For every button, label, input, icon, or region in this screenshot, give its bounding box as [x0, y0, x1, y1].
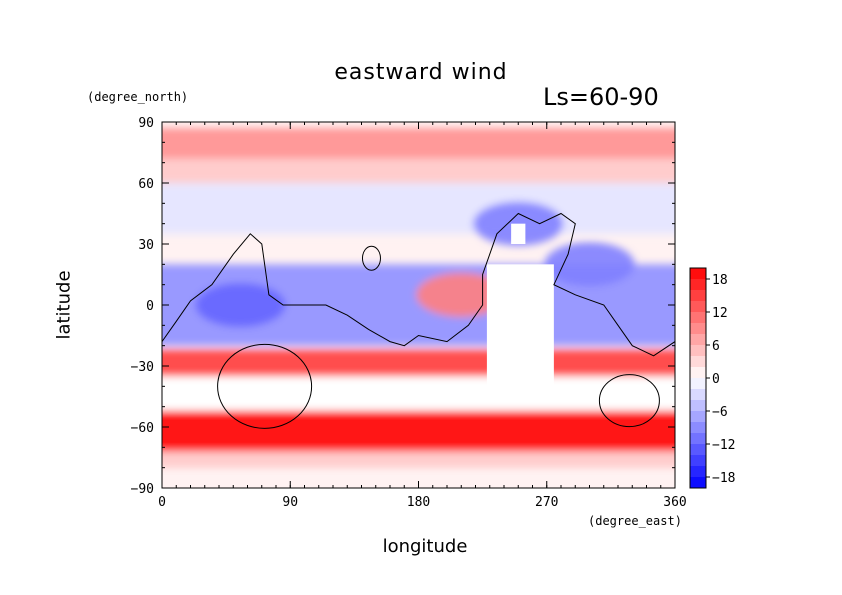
x-tick-label: 180	[407, 495, 430, 510]
colorbar-cell	[690, 411, 706, 423]
missing-region-0	[486, 264, 554, 387]
lat-band-6	[162, 410, 675, 452]
season-label: Ls=60-90	[543, 83, 659, 111]
wind-feature-1	[544, 242, 635, 287]
y-tick-label: −30	[131, 360, 154, 375]
colorbar-tick-label: 12	[712, 306, 728, 321]
colorbar-tick-label: −18	[712, 471, 735, 486]
y-tick-label: 90	[138, 116, 154, 131]
wind-feature-0	[195, 283, 286, 327]
lat-band-7	[162, 451, 675, 468]
colorbar-cell	[690, 279, 706, 291]
y-unit-label: (degree_north)	[87, 90, 189, 104]
colorbar-cell	[690, 389, 706, 401]
x-axis-label: longitude	[382, 536, 468, 557]
x-tick-label: 90	[282, 495, 298, 510]
colorbar-cell	[690, 334, 706, 346]
colorbar-cell	[690, 323, 706, 335]
y-tick-label: −60	[131, 421, 154, 436]
axes: 0 90 180 270 360 90 60 30 0 −30 −60 −90	[131, 116, 687, 510]
wind-field	[162, 122, 675, 488]
lat-band-5	[162, 376, 675, 411]
y-tick-label: 60	[138, 177, 154, 192]
colorbar-cell	[690, 301, 706, 313]
colorbar-tick-label: 0	[712, 372, 720, 387]
wind-feature-2	[416, 272, 507, 317]
colorbar-tick-label: −12	[712, 438, 735, 453]
colorbar-cell	[690, 268, 706, 280]
colorbar-tick-label: 18	[712, 273, 728, 288]
colorbar-cell	[690, 345, 706, 357]
colorbar-cell	[690, 400, 706, 412]
lat-band-1	[162, 158, 675, 183]
x-unit-label: (degree_east)	[588, 514, 682, 528]
colorbar-cell	[690, 433, 706, 445]
colorbar-cell	[690, 477, 706, 489]
colorbar-tick-label: −6	[712, 405, 728, 420]
y-tick-label: 30	[138, 238, 154, 253]
colorbar: 18 12 6 0 −6 −12 −18	[689, 267, 735, 489]
contour-elysium	[361, 245, 381, 271]
contour-basin-hellas	[217, 343, 313, 429]
colorbar-tick-label: 6	[712, 339, 720, 354]
y-tick-label: −90	[131, 482, 154, 497]
colorbar-cell	[690, 367, 706, 379]
colorbar-cell	[690, 356, 706, 368]
x-tick-label: 270	[535, 495, 558, 510]
contour-line	[162, 212, 675, 357]
x-tick-label: 360	[663, 495, 686, 510]
missing-region-1	[511, 223, 526, 244]
chart-title: eastward wind	[334, 60, 508, 85]
y-tick-label: 0	[146, 299, 154, 314]
colorbar-cell	[690, 455, 706, 467]
colorbar-cell	[690, 378, 706, 390]
x-tick-label: 0	[158, 495, 166, 510]
lat-band-2	[162, 183, 675, 234]
contour-basin-argyre	[598, 374, 660, 428]
colorbar-cell	[690, 312, 706, 324]
topography-contour	[162, 212, 675, 429]
colorbar-cell	[690, 466, 706, 478]
colorbar-cell	[690, 444, 706, 456]
lat-band-0	[162, 128, 675, 159]
field-bands	[162, 128, 675, 468]
colorbar-cell	[690, 422, 706, 434]
colorbar-cell	[690, 290, 706, 302]
